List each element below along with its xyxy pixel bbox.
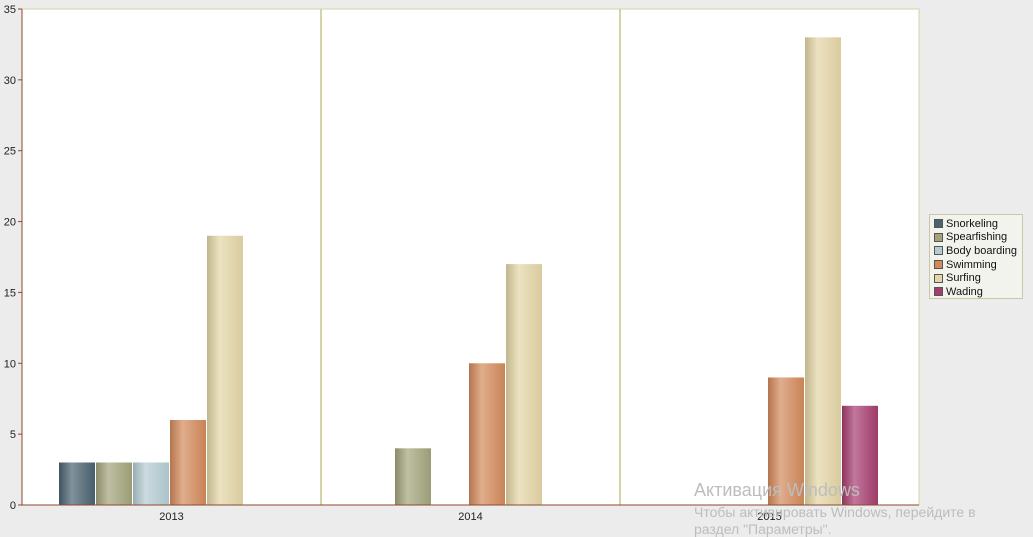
watermark-line2: раздел "Параметры". bbox=[694, 521, 832, 537]
bar-surfing-2015 bbox=[805, 37, 841, 505]
x-tick-label: 2013 bbox=[159, 511, 183, 523]
watermark-title: Активация Windows bbox=[694, 480, 860, 500]
bar-swimming-2013 bbox=[170, 419, 206, 505]
bar-spearfishing-2013 bbox=[96, 462, 132, 505]
legend-label: Snorkeling bbox=[946, 217, 998, 230]
legend-swatch bbox=[934, 287, 943, 297]
y-tick-label: 5 bbox=[10, 429, 16, 441]
bar-spearfishing-2014 bbox=[395, 448, 431, 505]
y-tick-label: 20 bbox=[4, 217, 16, 229]
legend-label: Wading bbox=[946, 285, 983, 298]
bar-body-boarding-2013 bbox=[133, 462, 169, 505]
legend-item: Wading bbox=[934, 285, 1022, 299]
watermark-line1: Чтобы активировать Windows, перейдите в bbox=[694, 504, 976, 520]
x-axis-ticks: 2013 2014 2015 bbox=[159, 511, 781, 523]
legend-label: Swimming bbox=[946, 258, 997, 271]
legend-item: Swimming bbox=[934, 258, 1022, 272]
category-separators bbox=[320, 9, 621, 505]
legend-label: Spearfishing bbox=[946, 231, 1008, 244]
bars bbox=[59, 37, 878, 505]
legend-item: Snorkeling bbox=[934, 217, 1022, 231]
legend: Snorkeling Spearfishing Body boarding Swimm… bbox=[929, 214, 1023, 299]
y-tick-label: 0 bbox=[10, 500, 16, 512]
bar-surfing-2014 bbox=[506, 264, 542, 505]
legend-item: Surfing bbox=[934, 271, 1022, 285]
legend-swatch bbox=[934, 260, 943, 270]
bar-swimming-2015 bbox=[768, 377, 804, 505]
y-axis-ticks: 0 5 10 15 20 25 30 35 bbox=[4, 4, 22, 512]
y-tick-label: 10 bbox=[4, 358, 16, 370]
legend-swatch bbox=[934, 232, 943, 242]
y-tick-label: 15 bbox=[4, 287, 16, 299]
bar-swimming-2014 bbox=[469, 363, 505, 505]
legend-swatch bbox=[934, 219, 943, 229]
legend-item: Spearfishing bbox=[934, 231, 1022, 245]
y-tick-label: 35 bbox=[4, 4, 16, 16]
y-tick-label: 30 bbox=[4, 75, 16, 87]
bar-snorkeling-2013 bbox=[59, 462, 95, 505]
bar-surfing-2013 bbox=[207, 235, 243, 505]
legend-swatch bbox=[934, 246, 943, 256]
legend-item: Body boarding bbox=[934, 244, 1022, 258]
legend-label: Surfing bbox=[946, 272, 981, 285]
bar-wading-2015 bbox=[842, 405, 878, 505]
x-tick-label: 2014 bbox=[458, 511, 482, 523]
x-tick-label: 2015 bbox=[757, 511, 781, 523]
legend-label: Body boarding bbox=[946, 244, 1017, 257]
y-tick-label: 25 bbox=[4, 146, 16, 158]
legend-swatch bbox=[934, 273, 943, 283]
